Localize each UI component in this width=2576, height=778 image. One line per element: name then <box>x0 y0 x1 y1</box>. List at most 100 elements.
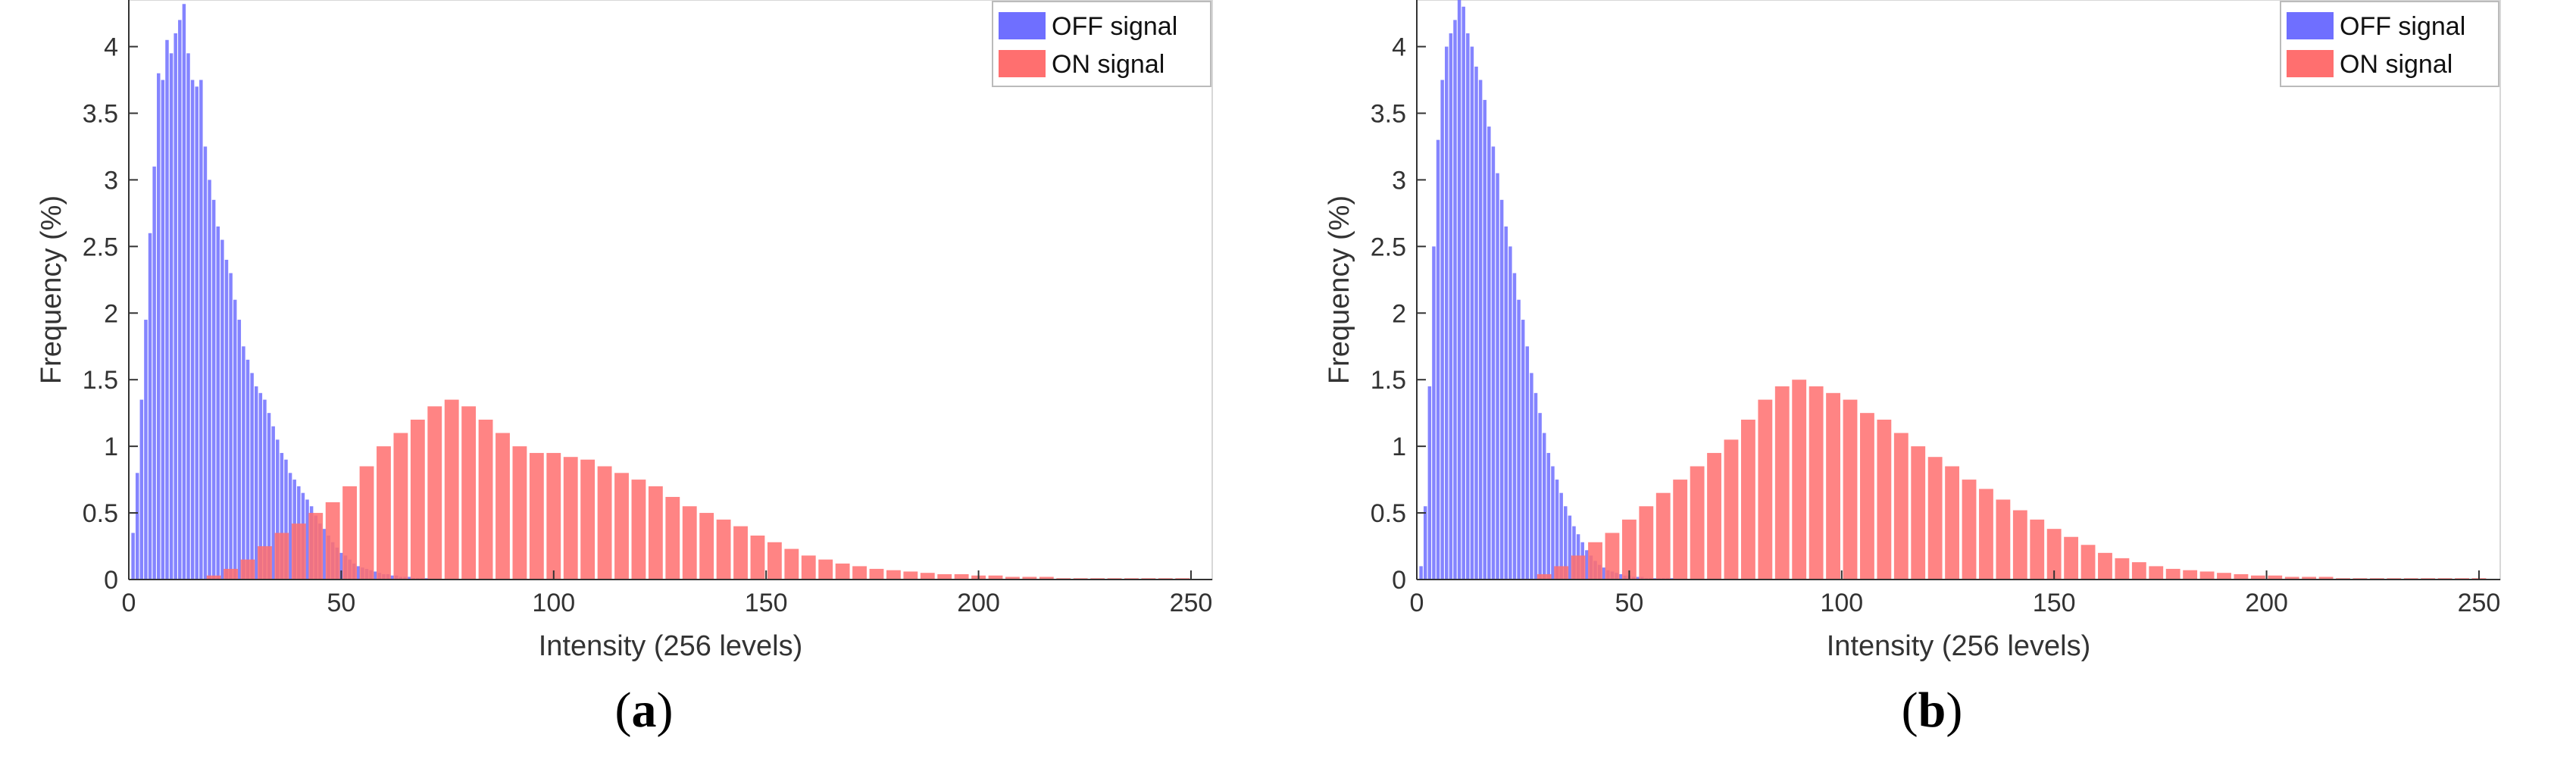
bar <box>288 473 292 580</box>
bar <box>1457 0 1462 580</box>
bar <box>342 486 358 580</box>
bar <box>2318 576 2334 580</box>
bar <box>1491 146 1496 580</box>
bar <box>224 259 229 580</box>
bar <box>580 459 596 580</box>
bar <box>886 570 901 580</box>
bar <box>1483 99 1487 580</box>
y-tick-label: 2 <box>104 299 118 328</box>
bar <box>1559 492 1563 580</box>
bar <box>2064 536 2079 580</box>
bar <box>199 80 203 580</box>
bar <box>169 53 174 580</box>
bar <box>2183 570 2198 580</box>
bar <box>161 80 165 580</box>
bar <box>869 568 884 580</box>
y-tick-label: 3 <box>104 166 118 195</box>
y-tick-label: 0 <box>104 566 118 595</box>
y-tick-label: 0.5 <box>83 499 118 528</box>
bar <box>144 320 148 580</box>
bar <box>258 392 263 580</box>
y-tick-label: 2.5 <box>1371 233 1406 261</box>
bar <box>529 452 544 580</box>
bar <box>2012 510 2027 580</box>
y-tick-label: 4 <box>1392 33 1406 62</box>
bar <box>2217 573 2231 580</box>
bar <box>1618 573 1623 580</box>
bar <box>852 566 867 580</box>
bar <box>1517 299 1521 580</box>
bar <box>1893 433 1909 580</box>
bar <box>356 566 361 580</box>
bar <box>208 180 211 580</box>
bar <box>206 575 221 580</box>
x-axis-label: Intensity (256 levels) <box>1827 630 2091 662</box>
bar <box>1487 127 1491 580</box>
bar <box>274 533 289 580</box>
bar <box>271 426 275 580</box>
bar <box>496 433 510 580</box>
x-tick-label: 100 <box>532 589 575 617</box>
bar <box>174 33 177 580</box>
bar <box>157 73 161 580</box>
bar <box>1440 80 1444 580</box>
x-tick-label: 150 <box>2033 589 2076 617</box>
bar <box>178 20 182 580</box>
bar <box>1572 526 1576 580</box>
bar <box>1453 20 1457 580</box>
bar <box>2284 576 2299 580</box>
bar <box>2098 552 2112 580</box>
panel-label-a: a <box>631 683 657 738</box>
bar <box>1724 439 1739 580</box>
bar <box>1551 466 1555 580</box>
bar <box>1843 399 1858 580</box>
legend-entry: OFF signal <box>2340 12 2465 41</box>
bar <box>1432 246 1436 580</box>
y-tick-label: 2 <box>1392 299 1406 328</box>
bar <box>148 233 152 580</box>
bar <box>1690 466 1705 580</box>
bar <box>1639 506 1654 580</box>
bar <box>152 166 156 580</box>
bar <box>1673 480 1688 580</box>
bar <box>1927 457 1943 580</box>
bar <box>597 466 612 580</box>
bar <box>1022 576 1037 580</box>
bar <box>1533 392 1538 580</box>
bar <box>988 575 1003 580</box>
bar <box>1496 173 1499 580</box>
bar <box>2165 568 2181 580</box>
bar <box>1774 386 1790 580</box>
y-tick-label: 3 <box>1392 166 1406 195</box>
x-tick-label: 250 <box>2458 589 2501 617</box>
bar <box>903 571 918 580</box>
bar <box>2234 573 2249 580</box>
chart-panel-b: 0 50 100 150 200 250 0 0.5 1 1.5 2 2.5 3 3.5 4 Intensit… <box>1288 0 2576 778</box>
bar <box>818 559 833 580</box>
bar <box>2115 558 2130 580</box>
bar <box>1911 446 1926 580</box>
bar <box>1571 555 1586 580</box>
bar <box>1758 399 1773 580</box>
bar <box>614 473 629 580</box>
bar <box>284 459 288 580</box>
bar <box>1602 567 1605 580</box>
bar <box>1740 419 1755 580</box>
x-tick-label: 100 <box>1820 589 1863 617</box>
bar <box>1525 346 1530 580</box>
bar <box>291 523 306 580</box>
x-tick-label: 200 <box>957 589 1000 617</box>
bar <box>195 86 199 580</box>
bar <box>220 239 224 580</box>
y-tick-label: 0 <box>1392 566 1406 595</box>
bar <box>920 573 935 580</box>
bar <box>1877 419 1892 580</box>
bar <box>1538 413 1542 580</box>
bar <box>631 480 646 580</box>
y-axis-label: Frequency (%) <box>1324 195 1355 384</box>
bar <box>954 573 969 580</box>
bar <box>682 506 697 580</box>
x-tick-label: 250 <box>1170 589 1213 617</box>
bar <box>410 419 425 580</box>
bar <box>512 446 527 580</box>
